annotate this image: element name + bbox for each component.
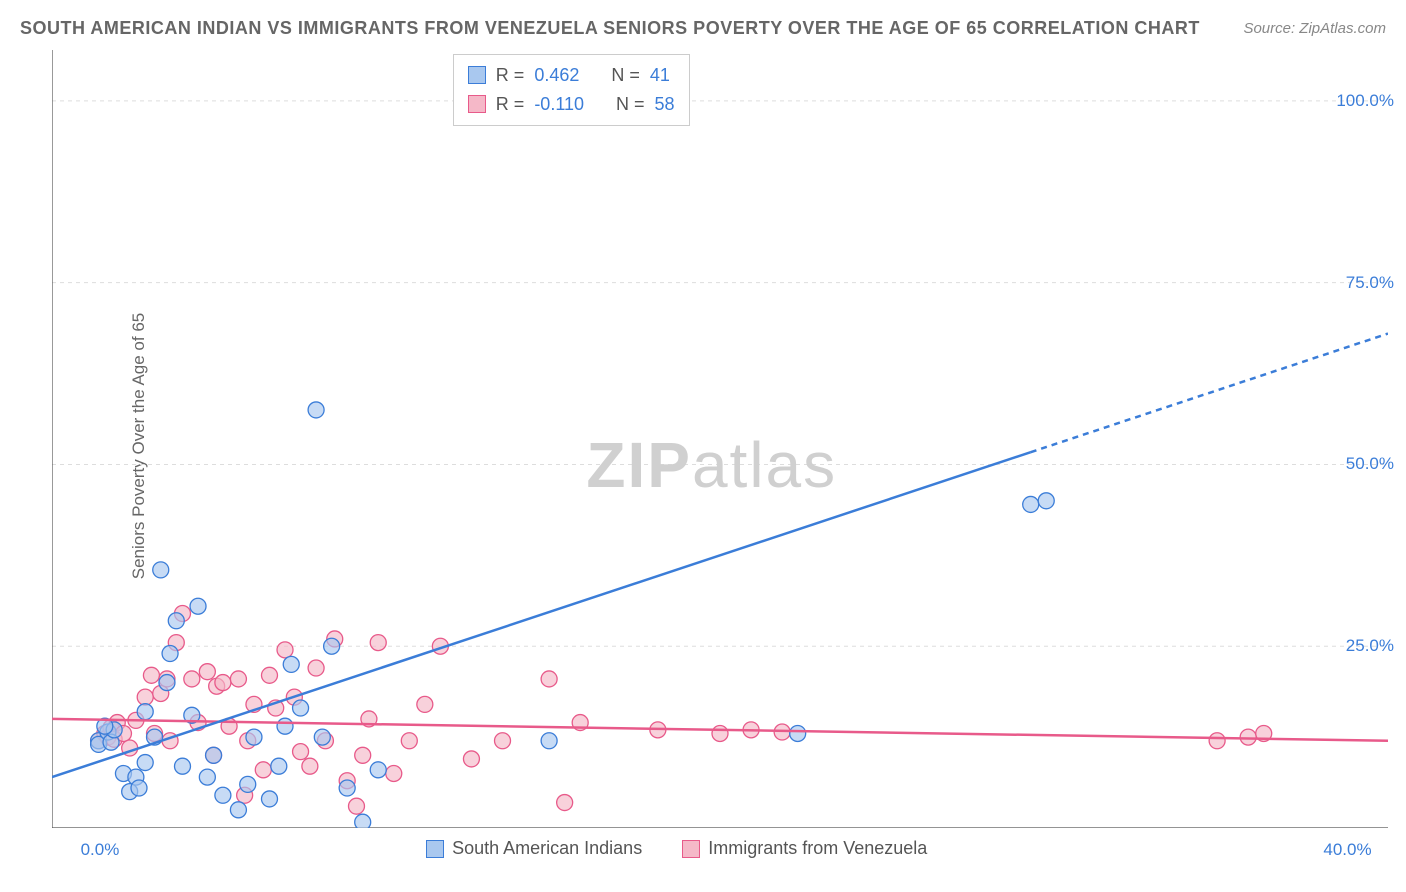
- source-label: Source: ZipAtlas.com: [1243, 20, 1386, 37]
- legend-label-1: South American Indians: [452, 838, 642, 859]
- stats-row-1: R = 0.462 N = 41: [468, 61, 675, 90]
- chart-container: SOUTH AMERICAN INDIAN VS IMMIGRANTS FROM…: [0, 0, 1406, 892]
- x-tick-label: 0.0%: [81, 840, 120, 860]
- swatch-series1: [468, 66, 486, 84]
- n-value-2: 58: [655, 90, 675, 119]
- chart-title: SOUTH AMERICAN INDIAN VS IMMIGRANTS FROM…: [20, 18, 1200, 39]
- n-label-2: N =: [616, 90, 645, 119]
- x-tick-label: 40.0%: [1323, 840, 1371, 860]
- r-value-2: -0.110: [534, 90, 584, 119]
- r-label-1: R =: [496, 61, 525, 90]
- legend-item-1: South American Indians: [426, 838, 642, 859]
- legend-item-2: Immigrants from Venezuela: [682, 838, 927, 859]
- swatch-series2: [468, 95, 486, 113]
- legend-swatch-2: [682, 840, 700, 858]
- y-tick-label: 100.0%: [1336, 91, 1394, 111]
- r-label-2: R =: [496, 90, 525, 119]
- stats-box: R = 0.462 N = 41 R = -0.110 N = 58: [453, 54, 690, 126]
- stats-row-2: R = -0.110 N = 58: [468, 90, 675, 119]
- n-label-1: N =: [611, 61, 640, 90]
- legend-swatch-1: [426, 840, 444, 858]
- legend-label-2: Immigrants from Venezuela: [708, 838, 927, 859]
- r-value-1: 0.462: [534, 61, 579, 90]
- y-tick-label: 50.0%: [1346, 454, 1394, 474]
- n-value-1: 41: [650, 61, 670, 90]
- y-tick-label: 75.0%: [1346, 273, 1394, 293]
- legend: South American Indians Immigrants from V…: [426, 838, 927, 859]
- scatter-chart: [52, 50, 1388, 828]
- y-tick-label: 25.0%: [1346, 636, 1394, 656]
